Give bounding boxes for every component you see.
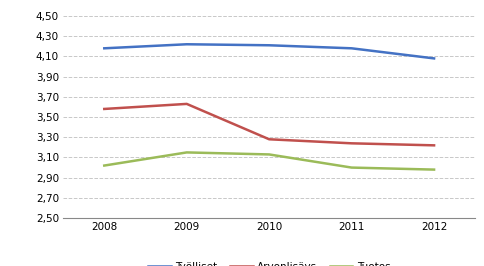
Legend: Työlliset, Arvonlisäys, Tuotos: Työlliset, Arvonlisäys, Tuotos [144,258,393,266]
